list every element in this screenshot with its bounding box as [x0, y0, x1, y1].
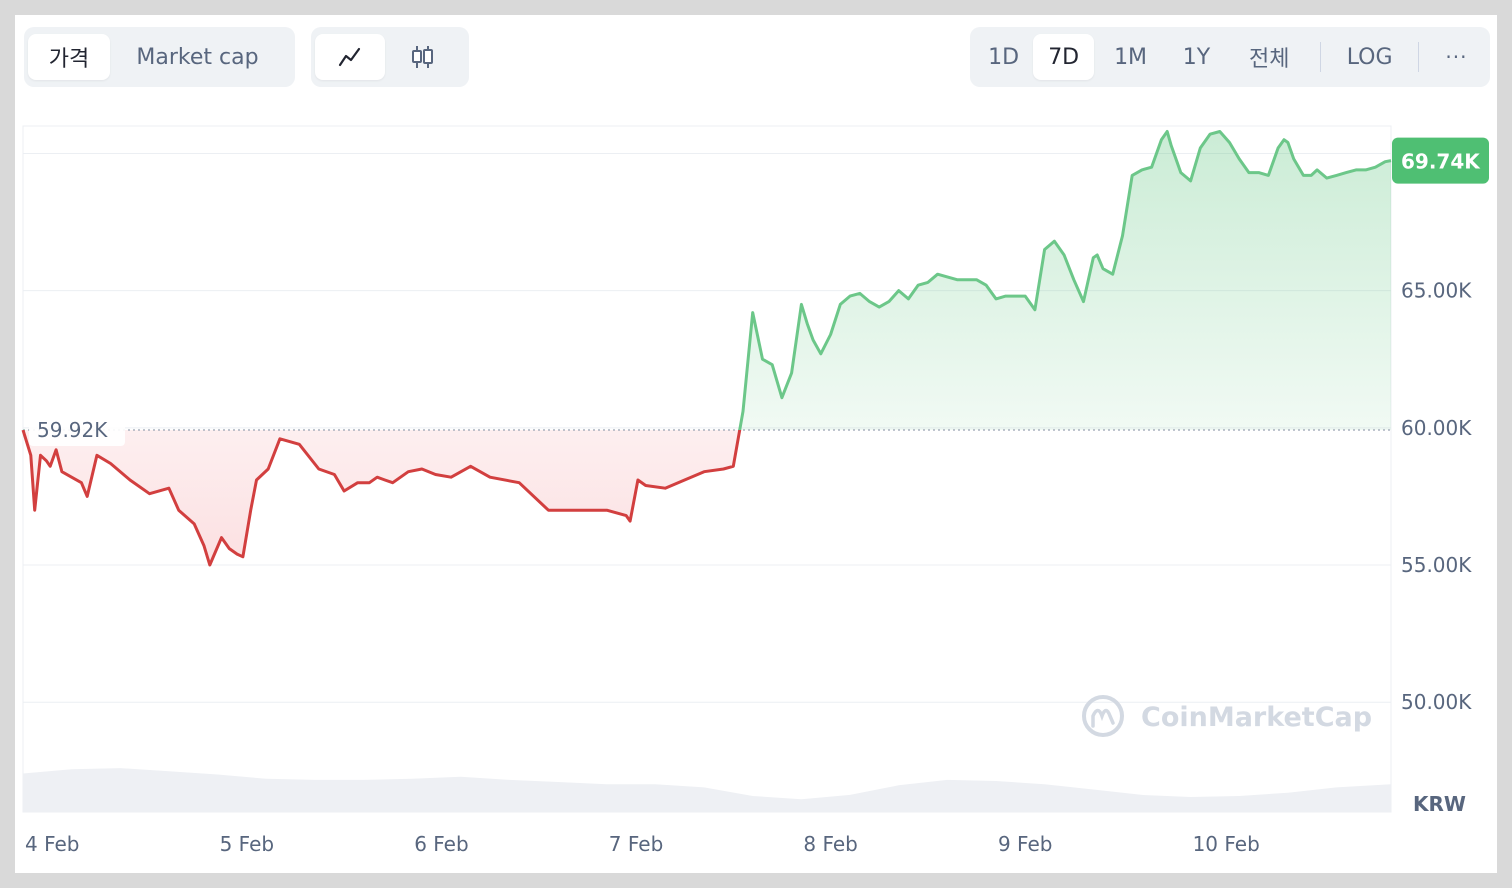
open-price-label-bg: [29, 414, 125, 447]
price-area-up: [23, 131, 1391, 431]
x-tick-label: 4 Feb: [25, 832, 80, 856]
price-line-up: [22, 130, 1392, 431]
x-tick-label: 9 Feb: [998, 832, 1052, 856]
watermark-text: CoinMarketCap: [1141, 702, 1372, 733]
x-tick-label: 5 Feb: [220, 832, 275, 856]
x-tick-label: 8 Feb: [803, 832, 858, 856]
candlestick-icon: [412, 46, 433, 68]
toolbar-divider: [1417, 42, 1419, 72]
range-1d-button[interactable]: 1D: [988, 44, 1020, 70]
range-7d-button[interactable]: 7D: [1033, 34, 1095, 80]
tab-price[interactable]: 가격: [28, 34, 110, 80]
tab-market-cap[interactable]: Market cap: [136, 44, 259, 70]
y-tick-label: 65.00K: [1401, 279, 1472, 303]
volume-area: [23, 768, 1391, 812]
currency-label: KRW: [1413, 792, 1466, 816]
chart-mode-toggle: [311, 27, 469, 87]
price-area-down: [23, 430, 740, 565]
x-tick-label: 6 Feb: [414, 832, 469, 856]
time-range-tabs: 1D 7D 1M 1Y 전체 LOG ···: [970, 27, 1490, 87]
price-chart[interactable]: 50.00K 55.00K 60.00K 65.00K 59.92K 4 Feb 5 Feb…: [15, 15, 1497, 873]
chart-card: 50.00K 55.00K 60.00K 65.00K 59.92K 4 Feb 5 Feb…: [15, 15, 1497, 873]
x-tick-label: 10 Feb: [1193, 832, 1260, 856]
candlestick-button[interactable]: [385, 34, 459, 80]
line-chart-button[interactable]: [315, 34, 385, 80]
log-scale-button[interactable]: LOG: [1346, 44, 1393, 70]
range-all-button[interactable]: 전체: [1248, 47, 1290, 72]
current-price-badge: [1392, 137, 1489, 184]
y-tick-label: 50.00K: [1401, 690, 1472, 714]
price-line-down: [21, 430, 742, 567]
coinmarketcap-logo-mark: [1091, 708, 1115, 728]
chart-type-tabs: 가격 Market cap: [24, 27, 295, 87]
current-price-label: 69.74K: [1401, 150, 1481, 174]
open-price-label: 59.92K: [37, 418, 108, 442]
y-tick-label: 55.00K: [1401, 553, 1472, 577]
more-options-icon[interactable]: ···: [1445, 45, 1468, 69]
range-1m-button[interactable]: 1M: [1114, 44, 1148, 70]
y-tick-label: 60.00K: [1401, 416, 1472, 440]
coinmarketcap-logo-icon: [1082, 695, 1124, 737]
line-chart-icon: [338, 47, 361, 67]
range-1y-button[interactable]: 1Y: [1182, 44, 1211, 70]
x-tick-label: 7 Feb: [609, 832, 664, 856]
toolbar-divider: [1320, 42, 1322, 72]
